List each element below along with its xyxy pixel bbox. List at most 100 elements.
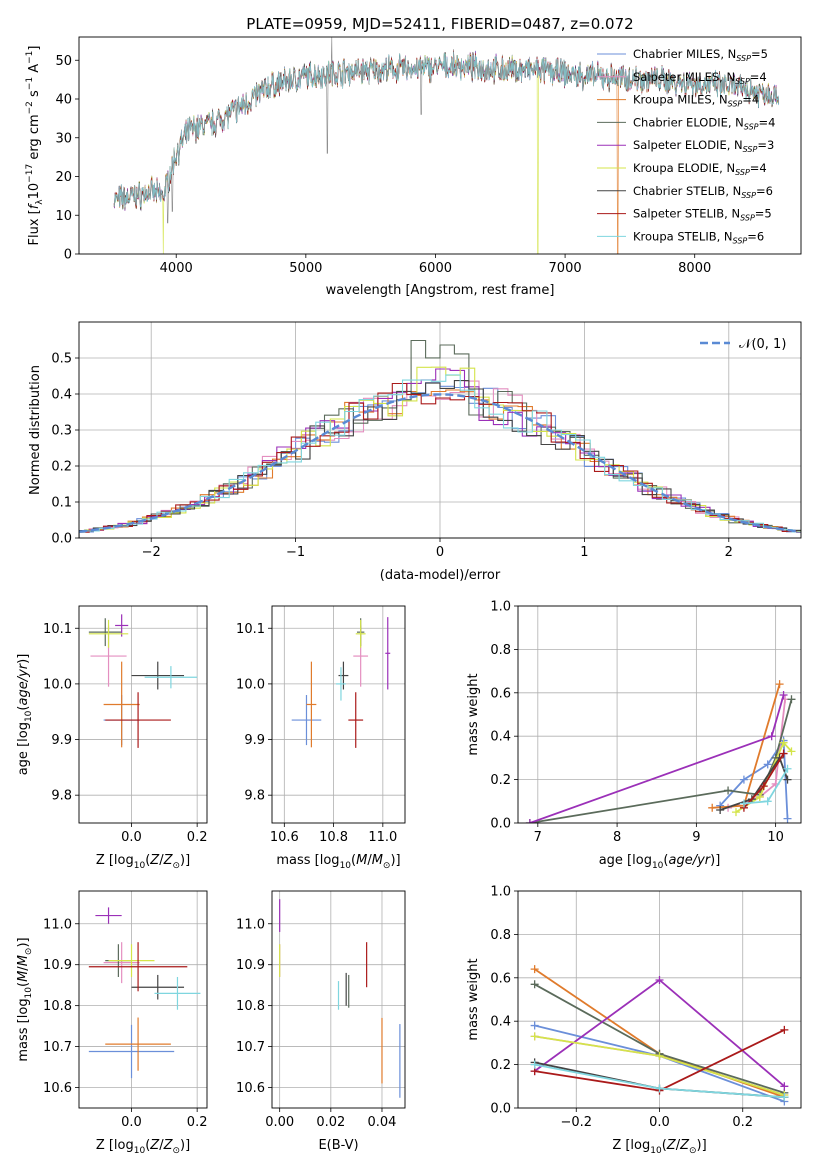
panel-weight-vs-age: 7 8 9 10 0.0 0.2 0.4 0.6 0.8 1.0 age [log10(age/yr…: [466, 600, 802, 871]
x-tick-label: 0.04: [368, 1115, 397, 1130]
weight-marker: [530, 965, 539, 974]
x-axis-label: Z [log10(Z/Z⊙)]: [612, 1138, 706, 1156]
y-tick-label: 10.0: [236, 677, 265, 692]
y-tick-label: 10.1: [43, 622, 72, 637]
model-spectrum-line: [113, 51, 780, 208]
y-tick-label: 0.8: [490, 928, 511, 943]
x-axis-label: mass [log10(M/M⊙)]: [276, 853, 400, 871]
weight-marker: [780, 1025, 789, 1034]
weight-marker: [655, 975, 664, 984]
weight-marker: [716, 805, 725, 814]
weight-marker: [739, 775, 748, 784]
weight-marker: [787, 747, 796, 756]
weight-marker: [780, 1082, 789, 1091]
x-tick-label: 0.2: [187, 1115, 208, 1130]
y-tick-label: 0.5: [51, 352, 72, 367]
y-tick-label: 10.1: [236, 622, 265, 637]
y-tick-label: 1.0: [490, 885, 511, 900]
y-tick-label: 40: [55, 93, 72, 108]
weight-marker: [530, 980, 539, 989]
y-tick-label: 20: [55, 170, 72, 185]
weight-marker: [530, 1032, 539, 1041]
axes-frame: [271, 605, 406, 824]
y-tick-label: 0.0: [490, 1102, 511, 1117]
weight-marker: [655, 1051, 664, 1060]
x-tick-label: 10.8: [319, 830, 348, 845]
y-tick-label: 0.0: [490, 817, 511, 832]
y-tick-label: 10.8: [236, 999, 265, 1014]
panel-age-vs-mass: 10.6 10.8 11.0 9.8 9.9 10.0 10.1 mass [log10(M/…: [236, 605, 406, 871]
weight-marker: [739, 799, 748, 808]
y-tick-label: 0.6: [490, 686, 511, 701]
legend-entry: 𝒩(0, 1): [739, 337, 786, 352]
y-tick-label: 0.3: [51, 424, 72, 439]
axes-frame: [271, 890, 406, 1109]
y-tick-label: 0.1: [51, 496, 72, 511]
panel-mass-vs-ebv: 0.00 0.02 0.04 10.6 10.7 10.8 10.9 11.0 E(B-V): [236, 890, 406, 1153]
y-axis-label: mass [log10(M/M⊙)]: [16, 937, 34, 1061]
x-tick-label: 6000: [419, 261, 452, 276]
weight-marker: [763, 797, 772, 806]
weight-marker: [530, 1021, 539, 1030]
residual-histogram: [79, 366, 801, 533]
weight-marker: [779, 749, 788, 758]
x-axis-label: age [log10(age/yr)]: [599, 853, 721, 871]
y-tick-label: 0.6: [490, 971, 511, 986]
plot-area: [88, 614, 198, 748]
y-tick-label: 0.4: [490, 730, 511, 745]
y-tick-label: 0.4: [51, 388, 72, 403]
y-axis-label: Normed distribution: [28, 365, 43, 495]
weight-marker: [767, 732, 776, 741]
x-axis-label: Z [log10(Z/Z⊙)]: [96, 1138, 190, 1156]
panel-spectrum: 4000 5000 6000 7000 8000 0 10 20 30 40 50 wavelengt…: [25, 36, 802, 298]
axes-frame: [78, 36, 802, 255]
y-tick-label: 9.9: [51, 733, 72, 748]
x-tick-label: 5000: [289, 261, 322, 276]
legend-entry: Salpeter MILES, NSSP=4: [633, 70, 767, 86]
x-axis-label: wavelength [Angstrom, rest frame]: [326, 283, 555, 298]
y-tick-label: 10.9: [236, 958, 265, 973]
y-tick-label: 0: [64, 248, 72, 263]
y-tick-label: 1.0: [490, 600, 511, 615]
legend: Chabrier MILES, NSSP=5 Salpeter MILES, NS…: [597, 47, 775, 245]
weight-marker: [780, 1093, 789, 1102]
plot-area: [530, 965, 789, 1106]
legend-entry: Chabrier ELODIE, NSSP=4: [633, 115, 775, 131]
y-tick-label: 11.0: [43, 917, 72, 932]
weight-line: [529, 699, 793, 823]
y-tick-label: 9.8: [51, 789, 72, 804]
weight-marker: [783, 814, 792, 823]
x-tick-label: 0.0: [121, 830, 142, 845]
y-tick-label: 10.7: [43, 1040, 72, 1055]
y-tick-label: 0.0: [51, 532, 72, 547]
weight-marker: [783, 775, 792, 784]
axes-frame: [517, 605, 802, 824]
x-tick-label: 0.0: [121, 1115, 142, 1130]
y-tick-label: 10.6: [236, 1081, 265, 1096]
y-tick-label: 0.8: [490, 643, 511, 658]
y-tick-label: 30: [55, 131, 72, 146]
x-tick-label: 10.6: [270, 830, 299, 845]
x-tick-label: 0.2: [187, 830, 208, 845]
x-tick-label: 7: [534, 830, 542, 845]
y-tick-label: 11.0: [236, 917, 265, 932]
y-axis-label: age [log10(age/yr)]: [16, 654, 34, 776]
y-axis-label: mass weight: [466, 673, 481, 755]
legend-entry: Chabrier MILES, NSSP=5: [633, 47, 768, 63]
weight-marker: [779, 738, 788, 747]
x-tick-label: 8000: [678, 261, 711, 276]
weight-marker: [759, 782, 768, 791]
y-tick-label: 10.6: [43, 1081, 72, 1096]
weight-marker: [787, 695, 796, 704]
x-tick-label: −2: [142, 545, 161, 560]
legend: 𝒩(0, 1): [700, 337, 786, 352]
panel-mass-vs-Z: 0.0 0.2 10.6 10.7 10.8 10.9 11.0 Z [log10(Z/Z⊙)…: [16, 890, 208, 1156]
y-tick-label: 0.2: [51, 460, 72, 475]
x-tick-label: 0.2: [732, 1115, 753, 1130]
x-axis-label: (data-model)/error: [380, 568, 501, 583]
plot-area: [291, 617, 391, 748]
y-axis-label: mass weight: [466, 958, 481, 1040]
y-tick-label: 50: [55, 54, 72, 69]
residual-histogram: [79, 382, 801, 533]
weight-marker: [530, 1060, 539, 1069]
